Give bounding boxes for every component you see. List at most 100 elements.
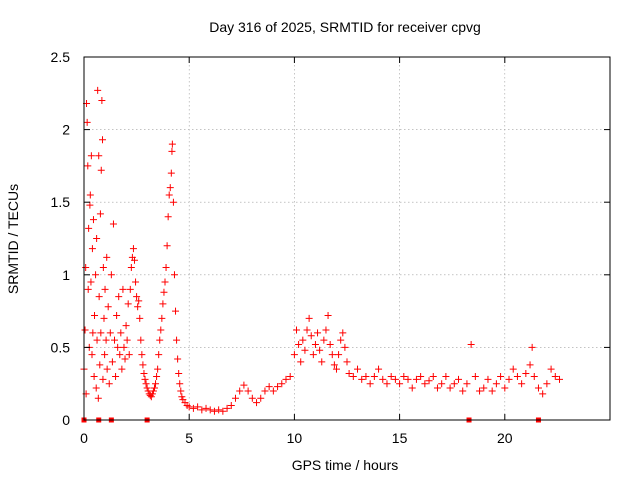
data-point	[286, 372, 294, 380]
grid	[84, 57, 610, 420]
y-tick-label: 2.5	[51, 49, 71, 65]
data-point	[92, 384, 100, 392]
data-point	[303, 326, 311, 334]
data-point	[127, 264, 135, 272]
data-point	[513, 372, 521, 380]
data-point	[497, 372, 505, 380]
data-point	[328, 351, 336, 359]
data-point	[86, 201, 94, 209]
data-point	[391, 375, 399, 383]
data-point	[97, 329, 105, 337]
data-point	[147, 393, 155, 401]
data-point	[295, 340, 303, 348]
chart-title: Day 316 of 2025, SRMTID for receiver cpv…	[209, 19, 481, 35]
data-point	[120, 343, 128, 351]
y-tick-label: 1	[62, 267, 70, 283]
data-point	[157, 326, 165, 334]
data-point	[309, 351, 317, 359]
data-point	[109, 220, 117, 228]
data-point	[86, 191, 94, 199]
y-tick-label: 2	[62, 122, 70, 138]
data-point	[161, 278, 169, 286]
data-point	[412, 375, 420, 383]
data-point	[148, 390, 156, 398]
data-point	[150, 384, 158, 392]
data-point	[159, 300, 167, 308]
data-point	[366, 380, 374, 388]
data-point	[556, 375, 564, 383]
data-point	[417, 372, 425, 380]
data-point	[166, 184, 174, 192]
data-point	[103, 253, 111, 261]
data-point	[87, 152, 95, 160]
data-point	[332, 365, 340, 373]
data-point	[326, 340, 334, 348]
data-point	[125, 351, 133, 359]
data-point	[133, 293, 141, 301]
data-point	[119, 285, 127, 293]
data-point	[99, 136, 107, 144]
x-tick-label: 20	[497, 430, 513, 446]
data-point	[93, 336, 101, 344]
data-point	[132, 278, 140, 286]
x-tick-label: 5	[185, 430, 193, 446]
data-point	[113, 311, 121, 319]
data-point	[219, 407, 227, 415]
data-point	[189, 404, 197, 412]
x-tick-label: 0	[80, 430, 88, 446]
data-point	[343, 358, 351, 366]
data-point	[89, 216, 97, 224]
data-point	[518, 380, 526, 388]
data-point	[467, 340, 475, 348]
data-point	[408, 384, 416, 392]
data-point	[137, 336, 145, 344]
data-point	[526, 361, 534, 369]
data-point	[87, 278, 95, 286]
data-point	[471, 372, 479, 380]
data-point	[104, 303, 112, 311]
data-point	[297, 358, 305, 366]
data-point	[339, 329, 347, 337]
data-point	[293, 326, 301, 334]
data-point	[143, 384, 151, 392]
data-point	[253, 399, 261, 407]
data-point	[169, 198, 177, 206]
data-point	[484, 375, 492, 383]
data-point	[375, 365, 383, 373]
data-point	[130, 256, 138, 264]
data-point	[282, 375, 290, 383]
data-point	[118, 365, 126, 373]
data-point	[126, 285, 134, 293]
data-point	[539, 390, 547, 398]
data-point	[349, 372, 357, 380]
data-point	[108, 358, 116, 366]
data-point	[123, 336, 131, 344]
data-point	[387, 372, 395, 380]
data-point	[164, 213, 172, 221]
data-point	[198, 406, 206, 414]
data-point	[215, 406, 223, 414]
data-point	[330, 361, 338, 369]
data-point	[547, 365, 555, 373]
axis-ticks: 0 5 10 15 20 0 0.5 1 1.5 2 2.5	[51, 49, 610, 446]
data-point	[551, 372, 559, 380]
data-point	[185, 403, 193, 411]
data-point	[92, 271, 100, 279]
data-point	[102, 336, 110, 344]
data-point	[335, 351, 343, 359]
data-point	[501, 384, 509, 392]
y-tick-label: 1.5	[51, 194, 71, 210]
data-point	[543, 380, 551, 388]
data-point	[354, 365, 362, 373]
data-point	[305, 314, 313, 322]
data-point	[240, 381, 248, 389]
data-point	[176, 380, 184, 388]
data-point	[311, 340, 319, 348]
data-point	[244, 387, 252, 395]
data-point	[85, 224, 93, 232]
data-point	[223, 404, 231, 412]
data-point	[116, 351, 124, 359]
data-point	[99, 375, 107, 383]
data-point	[111, 336, 119, 344]
data-point	[163, 242, 171, 250]
